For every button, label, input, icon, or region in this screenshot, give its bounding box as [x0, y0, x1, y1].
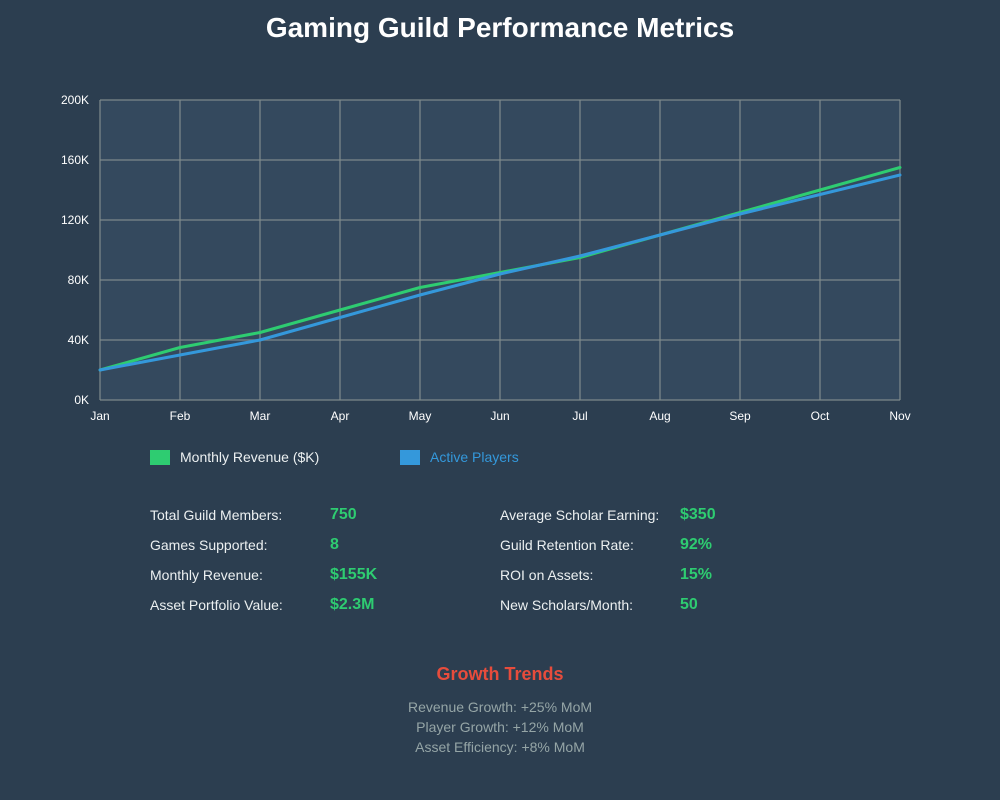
line-chart: 0K 40K 80K 120K 160K 200K Jan Feb Mar Apr May Jun Ju…	[61, 93, 911, 423]
stat-value: 92%	[680, 536, 713, 553]
x-tick-label: Sep	[729, 409, 751, 423]
stat-label: ROI on Assets:	[500, 567, 594, 583]
x-tick-label: Jun	[490, 409, 509, 423]
legend-item-revenue: Monthly Revenue ($K)	[150, 447, 319, 467]
growth-trends: Growth Trends Revenue Growth: +25% MoM P…	[0, 660, 1000, 757]
stat-value: 15%	[680, 566, 713, 583]
stat-label: Asset Portfolio Value:	[150, 597, 283, 613]
stat-label: Average Scholar Earning:	[500, 507, 660, 523]
x-tick-label: Mar	[250, 409, 271, 423]
y-tick-label: 120K	[61, 213, 89, 227]
legend-swatch-revenue	[150, 449, 170, 465]
stat-value: 750	[330, 506, 357, 523]
x-tick-label: Aug	[649, 409, 670, 423]
x-tick-label: May	[409, 409, 432, 423]
y-tick-label: 160K	[61, 153, 89, 167]
stat-label: Games Supported:	[150, 537, 268, 553]
page-title: Gaming Guild Performance Metrics	[265, 12, 735, 43]
x-tick-label: Feb	[170, 409, 191, 423]
legend-swatch-players	[400, 449, 420, 465]
y-tick-label: 80K	[68, 273, 89, 287]
stat-value: $350	[680, 506, 716, 523]
y-tick-label: 0K	[74, 393, 89, 407]
legend-label-players: Active Players	[430, 449, 519, 465]
growth-trends-title: Growth Trends	[436, 664, 564, 684]
y-tick-label: 200K	[61, 93, 89, 107]
x-tick-label: Jan	[90, 409, 109, 423]
x-tick-label: Oct	[811, 409, 830, 423]
stat-label: Total Guild Members:	[150, 507, 283, 523]
trend-asset-efficiency: Asset Efficiency: +8% MoM	[415, 739, 585, 755]
stat-value: 8	[330, 536, 339, 553]
y-tick-label: 40K	[68, 333, 89, 347]
legend-label-revenue: Monthly Revenue ($K)	[180, 449, 320, 465]
stat-value: 50	[680, 596, 698, 613]
legend-item-players: Active Players	[400, 447, 519, 467]
x-tick-label: Jul	[572, 409, 587, 423]
x-tick-label: Apr	[331, 409, 350, 423]
trend-revenue-growth: Revenue Growth: +25% MoM	[407, 699, 593, 715]
x-tick-label: Nov	[889, 409, 910, 423]
stat-label: Monthly Revenue:	[150, 567, 263, 583]
series-line-players	[98, 173, 902, 372]
stat-label: New Scholars/Month:	[500, 597, 634, 613]
trend-player-growth: Player Growth: +12% MoM	[416, 719, 584, 735]
stat-value: $2.3M	[330, 596, 375, 613]
stat-value: $155K	[330, 566, 378, 583]
stat-label: Guild Retention Rate:	[500, 537, 634, 553]
